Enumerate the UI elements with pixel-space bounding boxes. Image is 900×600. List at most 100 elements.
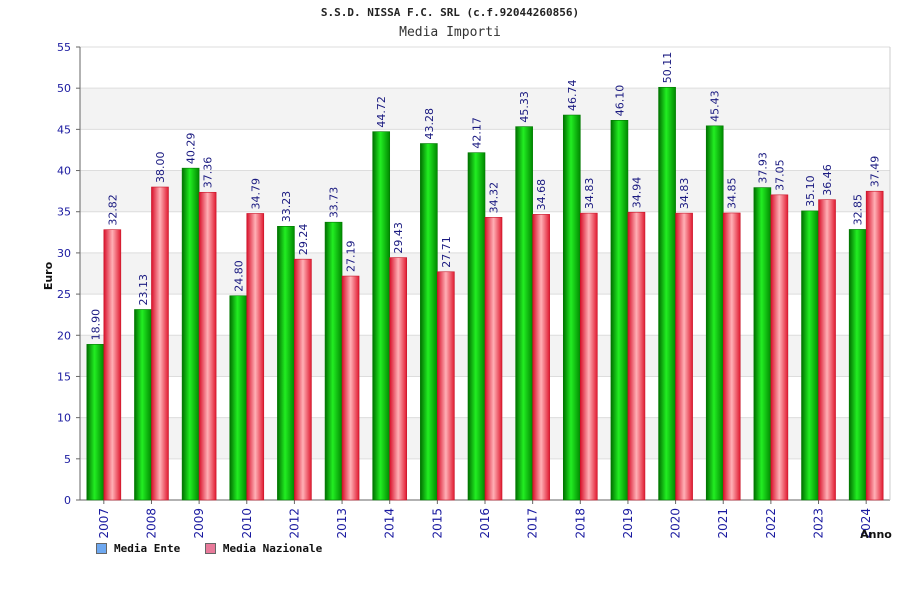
bar-media-nazionale [675, 212, 693, 501]
x-tick-label: 2017 [526, 508, 540, 539]
data-label-media-ente: 46.74 [566, 80, 579, 112]
bar-media-nazionale [437, 271, 455, 501]
data-label-media-nazionale: 38.00 [154, 152, 167, 184]
bar-media-ente [134, 309, 152, 501]
x-axis-label: Anno [860, 528, 892, 541]
data-label-media-ente: 18.90 [89, 309, 102, 341]
bar-media-ente [420, 143, 438, 501]
bar-media-ente [86, 344, 105, 501]
bar-media-nazionale [579, 212, 598, 501]
bar-media-ente [705, 125, 724, 501]
data-label-media-nazionale: 34.32 [488, 182, 501, 214]
y-tick-label: 45 [57, 123, 71, 136]
data-label-media-nazionale: 27.71 [440, 236, 453, 268]
y-tick-label: 15 [57, 370, 71, 383]
y-tick-label: 40 [57, 165, 71, 178]
data-label-media-nazionale: 34.79 [249, 178, 262, 210]
bar-media-ente [658, 86, 676, 501]
data-label-media-nazionale: 29.24 [297, 224, 310, 256]
y-tick-label: 10 [57, 412, 71, 425]
bar-media-nazionale [722, 212, 741, 501]
x-tick-label: 2008 [144, 508, 158, 539]
legend-item-media-ente: Media Ente [96, 542, 180, 555]
data-label-media-ente: 32.85 [852, 194, 865, 226]
x-tick-label: 2024 [859, 508, 873, 539]
data-label-media-ente: 35.10 [804, 175, 817, 207]
x-tick-label: 2020 [669, 508, 683, 539]
data-label-media-ente: 45.43 [709, 90, 722, 122]
bar-media-ente [324, 221, 343, 501]
bar-media-nazionale [341, 275, 360, 501]
data-label-media-nazionale: 34.85 [726, 177, 739, 209]
data-label-media-nazionale: 34.68 [535, 179, 548, 211]
data-label-media-nazionale: 37.36 [202, 157, 215, 189]
data-label-media-nazionale: 34.83 [678, 178, 691, 210]
x-tick-label: 2023 [812, 508, 826, 539]
data-label-media-ente: 45.33 [518, 91, 531, 123]
data-label-media-nazionale: 29.43 [392, 222, 405, 254]
y-tick-label: 5 [64, 453, 71, 466]
bar-media-ente [515, 126, 533, 501]
bar-media-nazionale [627, 211, 646, 501]
y-tick-label: 30 [57, 247, 71, 260]
data-label-media-ente: 33.23 [280, 191, 293, 223]
x-tick-label: 2009 [192, 508, 206, 539]
data-label-media-ente: 42.17 [471, 117, 484, 149]
bar-media-ente [562, 114, 581, 501]
y-tick-label: 20 [57, 329, 71, 342]
x-tick-label: 2013 [335, 508, 349, 539]
x-tick-label: 2010 [240, 508, 254, 539]
legend-swatch-media-nazionale [204, 543, 216, 554]
data-label-media-ente: 46.10 [613, 85, 626, 117]
legend-item-media-nazionale: Media Nazionale [204, 542, 323, 555]
legend-label-media-nazionale: Media Nazionale [222, 542, 323, 555]
legend: Media Ente Media Nazionale [96, 542, 340, 557]
data-label-media-ente: 37.93 [756, 152, 769, 184]
legend-label-media-ente: Media Ente [114, 542, 181, 555]
bar-media-nazionale [151, 186, 169, 501]
bar-media-nazionale [484, 217, 503, 501]
x-tick-label: 2015 [430, 508, 444, 539]
y-tick-label: 50 [57, 82, 71, 95]
bar-media-ente [801, 210, 819, 501]
grid-band [80, 88, 890, 130]
y-axis-label: Euro [42, 261, 55, 290]
data-label-media-nazionale: 34.83 [583, 178, 596, 210]
y-tick-label: 35 [57, 206, 71, 219]
bar-media-nazionale [865, 190, 884, 501]
y-tick-label: 55 [57, 41, 71, 54]
x-tick-label: 2014 [383, 508, 397, 539]
bar-media-nazionale [103, 229, 122, 501]
x-tick-label: 2019 [621, 508, 635, 539]
x-tick-label: 2021 [716, 508, 730, 539]
chart-subtitle: Media Importi [399, 25, 501, 40]
bar-media-ente [277, 226, 295, 501]
bar-media-nazionale [198, 191, 217, 501]
data-label-media-ente: 40.29 [185, 133, 198, 165]
data-label-media-nazionale: 32.82 [106, 194, 119, 226]
y-tick-label: 25 [57, 288, 71, 301]
legend-swatch-media-ente [96, 543, 107, 554]
x-tick-label: 2016 [478, 508, 492, 539]
data-label-media-nazionale: 36.46 [821, 164, 834, 196]
bar-media-ente [610, 120, 629, 501]
data-label-media-ente: 50.11 [661, 52, 674, 84]
data-label-media-ente: 33.73 [328, 187, 341, 219]
data-label-media-ente: 23.13 [137, 274, 150, 306]
bar-media-nazionale [532, 214, 550, 501]
data-label-media-nazionale: 37.05 [773, 159, 786, 191]
bar-media-nazionale [818, 199, 836, 501]
bar-media-ente [467, 152, 486, 501]
bar-media-nazionale [246, 213, 265, 501]
bar-media-nazionale [294, 258, 312, 501]
bar-media-ente [848, 229, 867, 501]
x-tick-label: 2018 [573, 508, 587, 539]
x-tick-label: 2007 [97, 508, 111, 539]
bar-media-ente [753, 187, 772, 501]
bar-media-nazionale [770, 194, 789, 501]
bar-media-ente [229, 295, 248, 501]
bar-media-ente [372, 131, 391, 501]
x-tick-label: 2012 [287, 508, 301, 539]
